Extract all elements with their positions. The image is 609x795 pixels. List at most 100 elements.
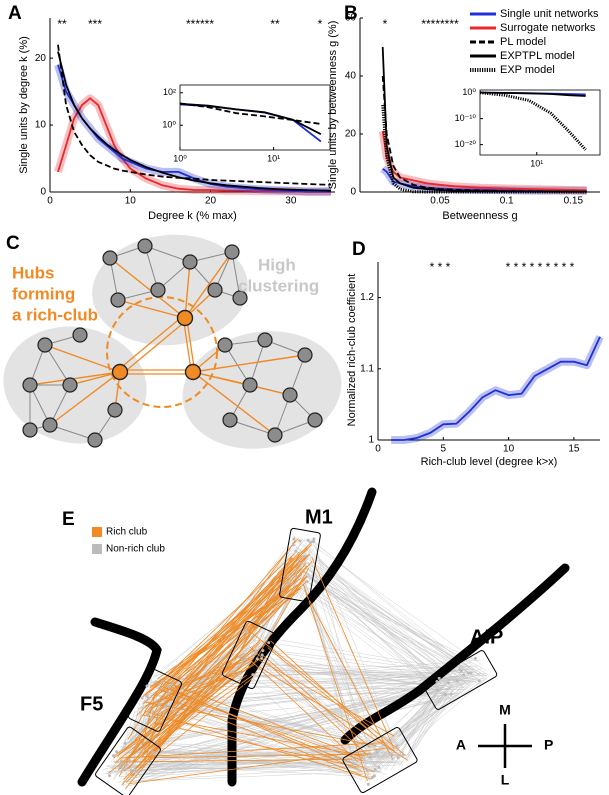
unit (154, 680, 158, 684)
rich-club-edge (121, 319, 188, 375)
significance-marker: *** (88, 17, 102, 31)
node (102, 250, 118, 266)
non-rich-connection (153, 670, 458, 706)
node (222, 412, 238, 428)
unit (150, 716, 154, 720)
non-rich-connection (141, 755, 361, 771)
compass-label: L (501, 772, 510, 788)
unit (115, 750, 119, 754)
node (267, 427, 283, 443)
cluster-edge (44, 344, 71, 386)
rich-connection (118, 649, 255, 755)
unit (302, 555, 306, 559)
significance-marker: ****** (186, 17, 214, 31)
unit (444, 693, 448, 697)
x-tick-label: 0 (375, 444, 381, 455)
chart-panel: 1 1.1 1.2 0 5 10 15 Rich-club level (degree k>x… (346, 239, 604, 468)
non-rich-connection (369, 675, 480, 750)
unit (447, 681, 451, 685)
rich-connection (149, 753, 372, 759)
rich-connection (262, 655, 371, 748)
hubs-label: Hubs (12, 263, 55, 282)
x-tick-label: 15 (568, 444, 580, 455)
unit (167, 691, 171, 695)
significance-marker: * * * * * * * * * (506, 260, 575, 274)
y-axis-label: Normalized rich-club coefficient (346, 274, 358, 427)
non-rich-connection (305, 576, 451, 675)
non-rich-connection (109, 684, 153, 777)
unit (294, 574, 298, 578)
panel-label: D (352, 239, 366, 260)
unit (121, 768, 125, 772)
unit (251, 673, 255, 677)
significance-marker: ** (270, 17, 280, 31)
non-rich-connection (368, 678, 484, 770)
x-tick-label: 20 (205, 196, 217, 207)
hub-edge (49, 371, 121, 426)
unit (243, 657, 247, 661)
unit (455, 679, 459, 683)
rich-connection (256, 658, 395, 737)
cluster-edge (144, 245, 159, 291)
legend-swatch (92, 544, 102, 554)
node (307, 412, 323, 428)
rich-connection (305, 593, 394, 760)
unit (145, 694, 149, 698)
hubs-label: forming (12, 284, 75, 303)
unit (107, 774, 111, 778)
rich-connection (249, 646, 368, 756)
area-label: AIP (470, 626, 503, 648)
series-line (479, 91, 586, 97)
unit (368, 755, 372, 759)
hub-edge (117, 299, 186, 319)
unit (309, 540, 313, 544)
legend-label: Single unit networks (500, 8, 599, 20)
rich-connection (162, 555, 303, 686)
unit (462, 673, 466, 677)
rich-connection (244, 575, 307, 641)
non-rich-connection (301, 579, 470, 671)
node (282, 387, 298, 403)
unit (129, 768, 133, 772)
non-rich-connection (120, 709, 136, 752)
unit (145, 712, 149, 716)
unit (134, 770, 138, 774)
compass-label: P (544, 737, 553, 753)
unit (294, 549, 298, 553)
significance-marker: * (318, 17, 323, 31)
non-rich-connection (394, 677, 471, 752)
non-rich-connection (399, 670, 467, 767)
x-tick-label: 10 (503, 444, 515, 455)
x-tick-label: 10¹ (530, 158, 543, 168)
rich-club-edge (117, 315, 184, 371)
rich-connection (136, 544, 312, 716)
connectivity-map (77, 487, 570, 795)
x-tick-label: 10 (125, 196, 137, 207)
series-line (391, 336, 601, 441)
rich-connection (171, 564, 301, 696)
significance-marker: * * * (430, 260, 451, 274)
y-tick-label: 0 (40, 187, 46, 198)
non-rich-connection (116, 770, 380, 783)
unit (145, 684, 149, 688)
electrode-array (221, 620, 279, 690)
unit (312, 540, 316, 544)
unit (140, 696, 144, 700)
cluster-edge (229, 419, 276, 436)
non-rich-connection (304, 565, 453, 680)
y-tick-label: 20 (345, 129, 357, 140)
rich-connection (160, 685, 375, 773)
unit (365, 768, 369, 772)
non-rich-connection (231, 661, 441, 692)
unit (395, 744, 399, 748)
compass-label: M (499, 702, 511, 718)
electrode-array (422, 650, 498, 710)
area-label: F5 (80, 693, 103, 715)
x-tick-label: 0.1 (500, 196, 514, 207)
legend-label: Surrogate networks (500, 22, 596, 34)
non-rich-connection (249, 657, 451, 690)
rich-connection (148, 552, 295, 693)
y-tick-label: 10⁻²⁰ (455, 139, 477, 149)
series-line (179, 102, 322, 125)
